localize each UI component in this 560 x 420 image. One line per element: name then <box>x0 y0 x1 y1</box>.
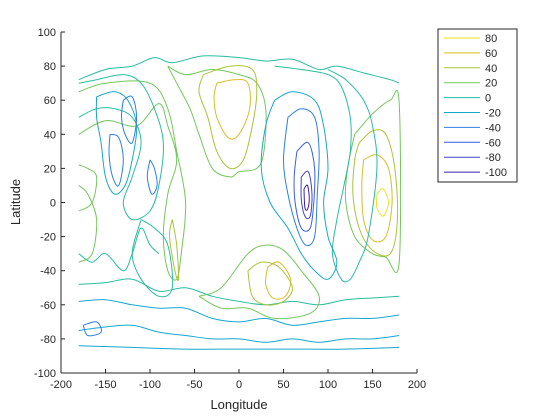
y-tick-label: -80 <box>40 334 56 346</box>
contour-line-level-20 <box>78 164 98 212</box>
y-tick-label: -20 <box>40 232 56 244</box>
legend-label: 20 <box>485 78 497 90</box>
contour-line-level-0 <box>78 74 164 221</box>
x-tick-label: 100 <box>319 379 337 391</box>
x-axis-title: Longitude <box>210 397 267 412</box>
x-tick-label: -200 <box>50 379 72 391</box>
contour-line-level--20 <box>78 345 400 350</box>
x-tick-label: 50 <box>277 379 289 391</box>
y-tick-label: 20 <box>44 163 56 175</box>
contour-line-level--80 <box>300 170 313 220</box>
legend-box <box>437 28 518 183</box>
legend-label: 60 <box>485 48 497 60</box>
contour-line-level-20 <box>167 65 267 178</box>
legend-label: 80 <box>485 33 497 45</box>
x-tick-label: 200 <box>408 379 426 391</box>
legend: 80 60 40 20 0 -20 -40 -60 -80 -100 <box>437 28 518 183</box>
contour-line-level--40 <box>283 108 320 247</box>
legend-label: 40 <box>485 63 497 75</box>
contour-line-level--20 <box>78 299 400 326</box>
contour-line-level-80 <box>375 188 389 217</box>
x-tick-label: 150 <box>363 379 381 391</box>
y-tick-label: -60 <box>40 300 56 312</box>
legend-label: -40 <box>485 122 501 134</box>
contour-lines <box>78 55 402 350</box>
legend-label: -80 <box>485 152 501 164</box>
contour-line-level-20 <box>78 185 98 263</box>
contour-line-level-40 <box>169 219 180 282</box>
y-tick-label: 100 <box>38 27 56 39</box>
x-tick-label: -50 <box>187 379 203 391</box>
y-axis-title: Latitude <box>8 179 23 225</box>
contour-line-level-0 <box>78 278 400 306</box>
contour-line-level--40 <box>108 133 124 187</box>
y-tick-label: 0 <box>50 198 56 210</box>
contour-line-level--20 <box>260 91 338 280</box>
contour-line-level-0 <box>274 65 378 283</box>
contour-line-level--40 <box>146 159 158 195</box>
contour-line-level-0 <box>78 227 160 272</box>
contour-line-level--40 <box>120 95 138 144</box>
contour-line-level-60 <box>361 154 393 243</box>
tick-marks: -200 -150 -100 -50 0 50 100 150 200-100-80-60-40… <box>34 27 426 391</box>
legend-label: -60 <box>485 137 501 149</box>
contour-line-level-40 <box>352 129 399 257</box>
x-tick-label: -150 <box>94 379 116 391</box>
contour-line-level-60 <box>265 261 292 300</box>
y-tick-label: 40 <box>44 129 56 141</box>
contour-line-level--20 <box>95 91 138 195</box>
contour-line-level-0 <box>78 55 400 84</box>
contour-line-level--60 <box>293 141 316 232</box>
y-tick-label: 60 <box>44 95 56 107</box>
y-tick-label: 80 <box>44 61 56 73</box>
x-tick-label: -100 <box>139 379 161 391</box>
contour-line-level-60 <box>213 79 251 140</box>
contour-line-level--20 <box>78 324 400 343</box>
contour-line-level-40 <box>247 261 293 306</box>
contour-line-level-0 <box>131 219 174 298</box>
legend-label: -20 <box>485 108 501 120</box>
legend-label: -100 <box>485 167 507 179</box>
y-tick-label: -40 <box>40 266 56 278</box>
contour-line-level-20 <box>344 89 402 273</box>
contour-line-level-40 <box>198 65 258 170</box>
contour-line-level--100 <box>303 184 310 211</box>
contour-line-level--40 <box>82 321 102 337</box>
legend-label: 0 <box>485 93 491 105</box>
x-tick-label: 0 <box>236 379 242 391</box>
y-tick-label: -100 <box>34 368 56 380</box>
contour-line-level-20 <box>198 244 320 320</box>
